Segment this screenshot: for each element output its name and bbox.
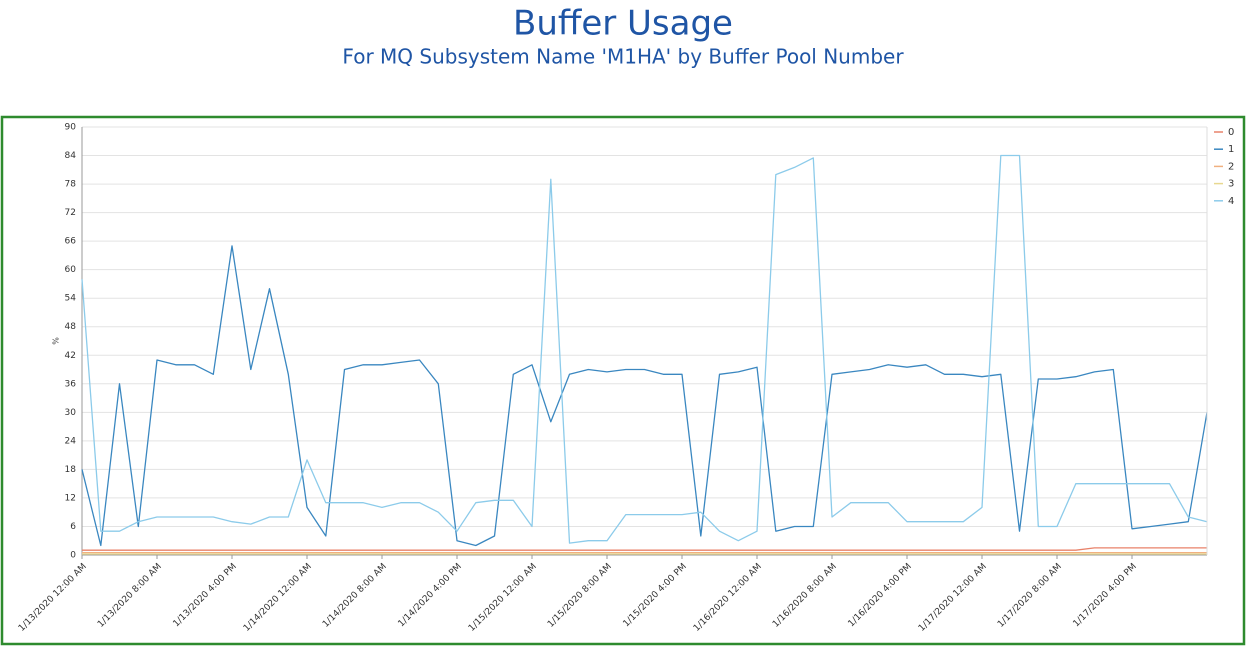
legend-label: 3 [1228, 179, 1234, 190]
y-tick-label: 66 [65, 237, 77, 247]
x-tick-label: 1/14/2020 4:00 PM [397, 562, 464, 629]
x-tick-label: 1/16/2020 4:00 PM [847, 562, 914, 629]
series-line [82, 547, 1207, 551]
y-tick-label: 54 [65, 294, 77, 304]
chart-frame [0, 115, 1246, 646]
chart-title: Buffer Usage [513, 4, 733, 44]
y-tick-label: 18 [65, 465, 77, 475]
y-tick-label: 78 [65, 180, 77, 190]
x-tick-label: 1/15/2020 8:00 AM [546, 562, 614, 630]
x-tick-label: 1/17/2020 8:00 AM [996, 562, 1064, 630]
y-tick-label: 72 [65, 208, 76, 218]
x-tick-label: 1/15/2020 4:00 PM [622, 562, 689, 629]
y-tick-label: 84 [65, 151, 77, 161]
x-tick-label: 1/13/2020 4:00 PM [172, 562, 239, 629]
y-tick-label: 0 [70, 551, 76, 561]
x-tick-label: 1/17/2020 4:00 PM [1072, 562, 1139, 629]
y-tick-label: 42 [65, 351, 76, 361]
y-tick-label: 36 [65, 379, 77, 389]
x-tick-label: 1/13/2020 8:00 AM [96, 562, 164, 630]
y-axis-label: % [52, 337, 61, 345]
series-line [81, 245, 1208, 547]
y-tick-label: 12 [65, 493, 76, 503]
x-tick-label: 1/13/2020 12:00 AM [17, 562, 89, 634]
x-tick-label: 1/16/2020 8:00 AM [771, 562, 839, 630]
chart-subtitle: For MQ Subsystem Name 'M1HA' by Buffer P… [342, 45, 904, 69]
legend-label: 4 [1228, 196, 1234, 207]
y-tick-label: 24 [65, 436, 77, 446]
x-tick-label: 1/17/2020 12:00 AM [917, 562, 989, 634]
legend-label: 1 [1228, 144, 1234, 155]
y-tick-label: 30 [65, 408, 77, 418]
y-tick-label: 90 [65, 123, 77, 133]
x-tick-label: 1/16/2020 12:00 AM [692, 562, 764, 634]
x-tick-label: 1/15/2020 12:00 AM [467, 562, 539, 634]
x-tick-label: 1/14/2020 12:00 AM [242, 562, 314, 634]
y-tick-label: 48 [65, 322, 77, 332]
legend-label: 0 [1228, 127, 1234, 138]
legend-label: 2 [1228, 161, 1234, 172]
x-tick-label: 1/14/2020 8:00 AM [321, 562, 389, 630]
y-tick-label: 60 [65, 265, 77, 275]
y-tick-label: 6 [70, 522, 76, 532]
series-line [81, 154, 1208, 544]
